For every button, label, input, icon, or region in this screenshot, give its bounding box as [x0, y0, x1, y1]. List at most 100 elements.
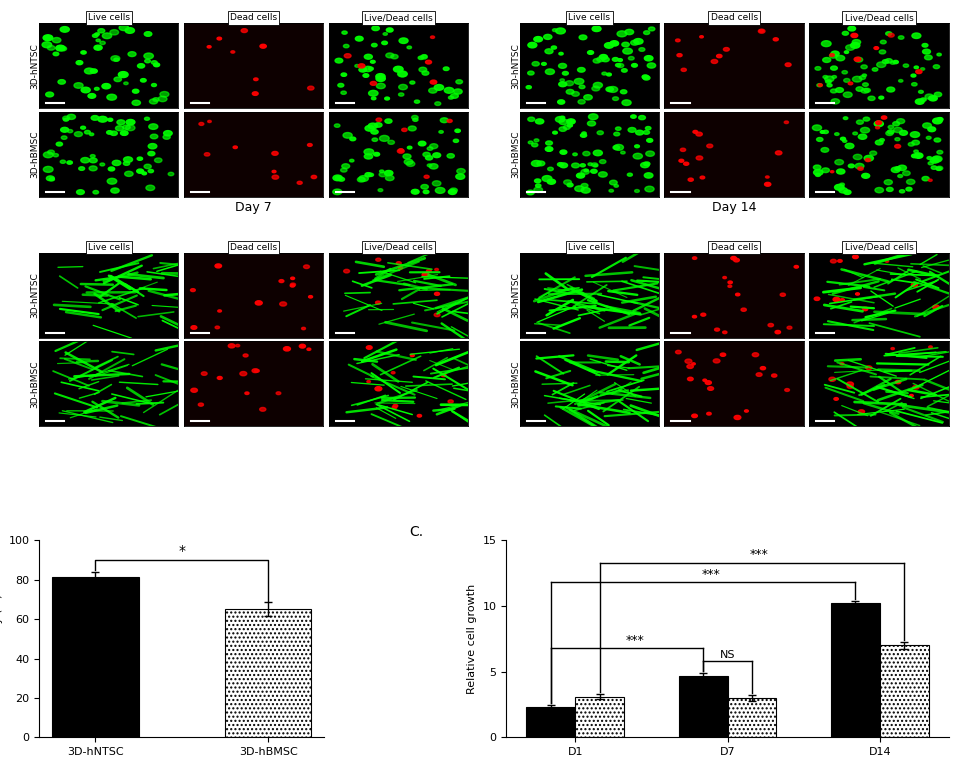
Circle shape: [927, 179, 931, 181]
Circle shape: [591, 163, 597, 167]
Circle shape: [727, 281, 732, 283]
Circle shape: [874, 121, 880, 124]
Circle shape: [198, 122, 203, 125]
Circle shape: [814, 67, 820, 70]
Circle shape: [243, 354, 248, 357]
Circle shape: [580, 187, 590, 193]
Circle shape: [362, 74, 368, 78]
Circle shape: [428, 88, 437, 93]
Circle shape: [921, 49, 929, 54]
Circle shape: [84, 68, 94, 74]
Circle shape: [148, 170, 153, 173]
Y-axis label: 3D-hNTSC: 3D-hNTSC: [510, 273, 520, 318]
Circle shape: [692, 257, 696, 260]
Circle shape: [593, 164, 597, 167]
Text: ***: ***: [701, 568, 719, 581]
Bar: [727, 698, 776, 737]
Circle shape: [375, 301, 380, 304]
Text: Day 7: Day 7: [235, 200, 272, 214]
Circle shape: [397, 149, 404, 153]
Circle shape: [829, 89, 836, 93]
Circle shape: [228, 344, 234, 348]
Circle shape: [573, 78, 583, 84]
Circle shape: [117, 120, 125, 124]
Circle shape: [688, 178, 693, 181]
Circle shape: [850, 33, 857, 38]
Circle shape: [110, 188, 119, 193]
Circle shape: [869, 151, 875, 155]
Circle shape: [359, 68, 366, 72]
Bar: [574, 697, 623, 737]
Circle shape: [919, 98, 925, 101]
Circle shape: [541, 62, 546, 65]
Circle shape: [887, 33, 893, 37]
Circle shape: [124, 171, 133, 177]
Circle shape: [847, 26, 855, 31]
Circle shape: [824, 76, 833, 81]
Circle shape: [857, 167, 863, 170]
Circle shape: [450, 94, 458, 98]
Circle shape: [307, 348, 311, 350]
Circle shape: [201, 372, 207, 376]
Circle shape: [591, 26, 601, 31]
Circle shape: [860, 65, 867, 69]
Circle shape: [699, 35, 702, 38]
Circle shape: [630, 40, 638, 45]
Circle shape: [528, 141, 532, 144]
Circle shape: [878, 96, 883, 99]
Circle shape: [855, 293, 859, 295]
Circle shape: [74, 131, 82, 137]
Circle shape: [839, 362, 843, 365]
Text: C.: C.: [408, 525, 423, 538]
Circle shape: [894, 137, 899, 141]
Circle shape: [722, 331, 726, 333]
Circle shape: [863, 88, 870, 92]
Circle shape: [66, 161, 72, 164]
Circle shape: [374, 123, 382, 127]
Circle shape: [574, 186, 583, 191]
Circle shape: [615, 64, 620, 67]
Circle shape: [910, 131, 918, 137]
Circle shape: [557, 100, 564, 104]
Circle shape: [383, 33, 387, 35]
Circle shape: [577, 100, 584, 104]
Circle shape: [375, 118, 381, 121]
Circle shape: [217, 376, 222, 379]
Circle shape: [426, 270, 431, 273]
Circle shape: [780, 293, 785, 296]
Circle shape: [53, 154, 59, 157]
Circle shape: [911, 74, 914, 77]
Circle shape: [303, 265, 309, 269]
Circle shape: [370, 130, 378, 134]
Circle shape: [909, 395, 913, 397]
Circle shape: [635, 131, 643, 135]
Circle shape: [873, 121, 882, 127]
Circle shape: [860, 127, 869, 133]
Circle shape: [149, 99, 157, 104]
Circle shape: [684, 359, 691, 363]
Bar: [225, 609, 312, 737]
Circle shape: [61, 160, 65, 164]
Circle shape: [582, 151, 589, 156]
Circle shape: [786, 326, 791, 329]
Circle shape: [609, 180, 616, 185]
Circle shape: [621, 42, 628, 47]
Circle shape: [235, 344, 239, 347]
Circle shape: [628, 57, 633, 60]
Circle shape: [616, 31, 626, 37]
Circle shape: [704, 381, 710, 385]
Circle shape: [423, 190, 429, 194]
Circle shape: [675, 39, 679, 41]
Circle shape: [119, 25, 128, 31]
Circle shape: [355, 36, 362, 41]
Circle shape: [911, 33, 920, 38]
Circle shape: [842, 117, 847, 120]
Circle shape: [340, 168, 347, 172]
Circle shape: [813, 170, 822, 175]
Circle shape: [911, 154, 916, 157]
Circle shape: [283, 346, 290, 351]
Circle shape: [624, 29, 633, 35]
Circle shape: [399, 149, 403, 151]
Circle shape: [578, 85, 584, 88]
Circle shape: [418, 56, 423, 59]
